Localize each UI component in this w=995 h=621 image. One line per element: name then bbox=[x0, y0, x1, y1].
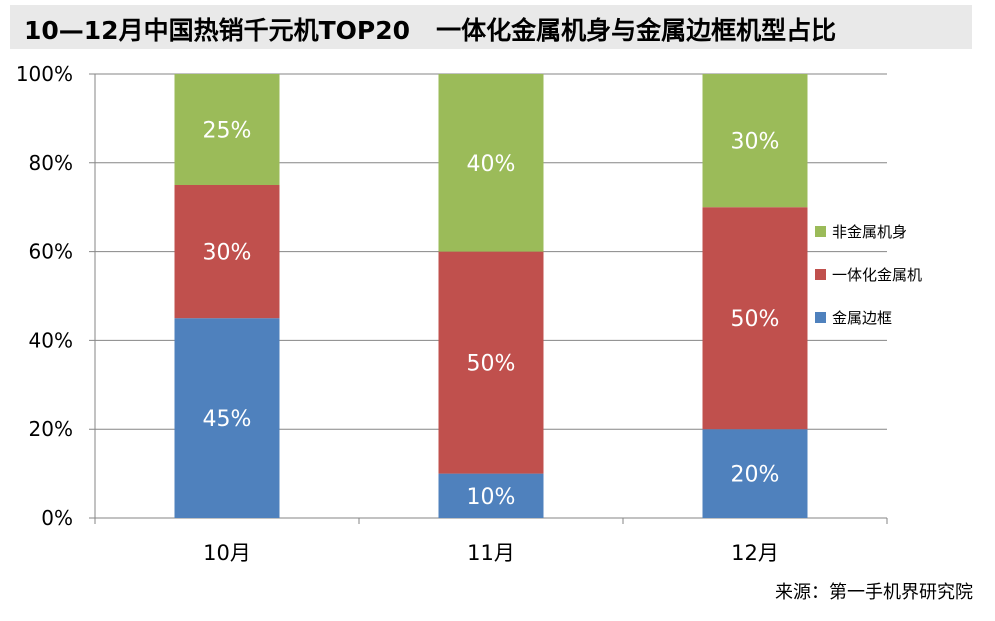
data-label: 50% bbox=[731, 307, 780, 332]
y-tick-label: 20% bbox=[29, 417, 73, 441]
data-label: 10% bbox=[467, 485, 516, 510]
legend-swatch bbox=[815, 226, 826, 237]
title-bar: 10—12月中国热销千元机TOP20 一体化金属机身与金属边框机型占比 bbox=[10, 5, 972, 49]
axes: 0% 20% 40% 60% 80% 100% 10月 11月 12月 bbox=[16, 62, 888, 565]
legend-entry: 一体化金属机 bbox=[832, 266, 922, 284]
x-tick-label: 10月 bbox=[203, 541, 251, 565]
x-tick-label: 11月 bbox=[467, 541, 515, 565]
legend-swatch bbox=[815, 269, 826, 280]
data-label: 40% bbox=[467, 152, 516, 177]
y-tick-label: 40% bbox=[29, 328, 73, 352]
data-label: 30% bbox=[203, 241, 252, 266]
bar-segment bbox=[702, 429, 808, 518]
y-tick-label: 100% bbox=[16, 62, 73, 86]
data-label: 50% bbox=[467, 352, 516, 377]
data-label: 30% bbox=[731, 130, 780, 155]
bar-segment bbox=[174, 318, 280, 518]
data-label: 20% bbox=[731, 463, 780, 488]
bar-segment bbox=[438, 74, 544, 252]
bar-segment bbox=[174, 74, 280, 185]
chart-title: 10—12月中国热销千元机TOP20 一体化金属机身与金属边框机型占比 bbox=[24, 16, 837, 45]
y-tick-label: 0% bbox=[41, 506, 73, 530]
legend-entry: 非金属机身 bbox=[832, 223, 907, 241]
legend-entry: 金属边框 bbox=[832, 309, 892, 327]
data-label: 25% bbox=[203, 119, 252, 144]
y-tick-label: 80% bbox=[29, 151, 73, 175]
y-tick-label: 60% bbox=[29, 240, 73, 264]
source-note: 来源：第一手机界研究院 bbox=[775, 582, 973, 603]
bar-segment bbox=[438, 473, 544, 518]
bar-segment bbox=[702, 207, 808, 430]
data-label: 45% bbox=[203, 407, 252, 432]
legend-swatch bbox=[815, 312, 826, 323]
bar-segment bbox=[702, 74, 808, 208]
bar-segment bbox=[438, 251, 544, 474]
bars: 45% 30% 25% 10% 50% 40% 20% 50% 30% bbox=[174, 74, 808, 518]
bar-segment bbox=[174, 185, 280, 319]
x-tick-label: 12月 bbox=[731, 541, 779, 565]
